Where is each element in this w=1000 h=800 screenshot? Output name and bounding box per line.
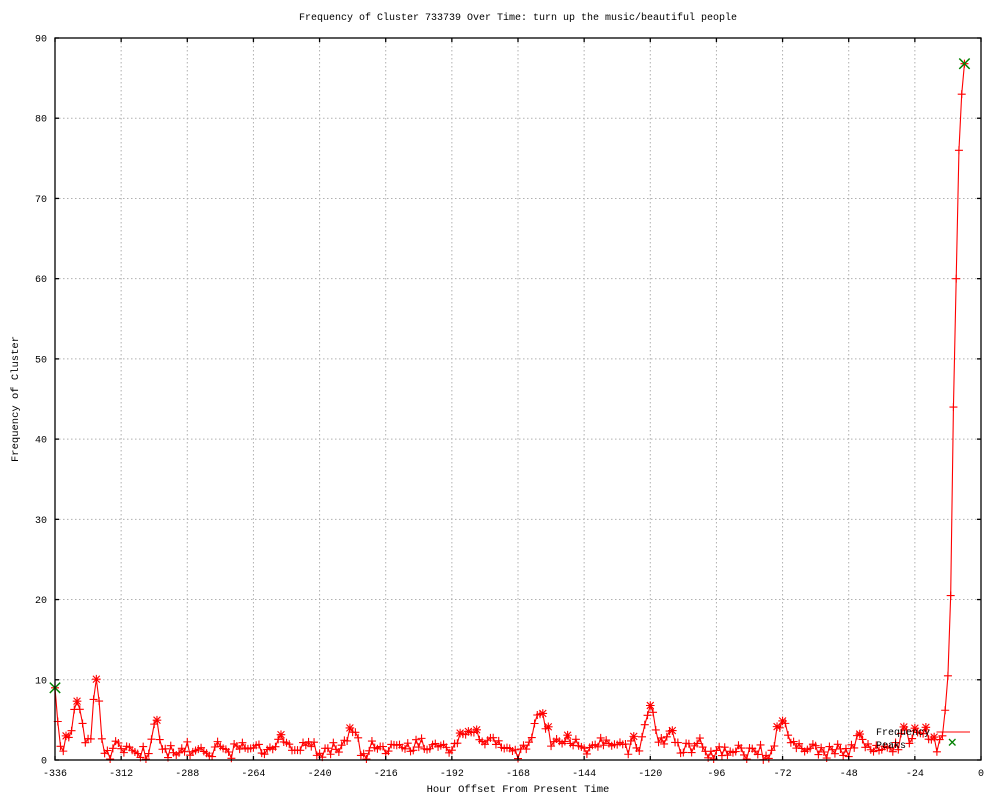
svg-text:-312: -312 <box>109 769 133 780</box>
svg-text:90: 90 <box>35 35 47 46</box>
svg-text:70: 70 <box>35 195 47 206</box>
svg-text:-240: -240 <box>308 769 332 780</box>
svg-text:60: 60 <box>35 275 47 286</box>
svg-text:-216: -216 <box>374 769 398 780</box>
svg-text:Frequency of Cluster: Frequency of Cluster <box>10 336 22 462</box>
svg-text:0: 0 <box>41 757 47 768</box>
svg-text:-120: -120 <box>638 769 662 780</box>
svg-text:-288: -288 <box>175 769 199 780</box>
svg-text:-96: -96 <box>707 769 725 780</box>
svg-text:20: 20 <box>35 596 47 607</box>
svg-text:-48: -48 <box>840 769 858 780</box>
svg-text:30: 30 <box>35 516 47 527</box>
svg-text:-168: -168 <box>506 769 530 780</box>
svg-text:50: 50 <box>35 355 47 366</box>
svg-text:-144: -144 <box>572 769 596 780</box>
svg-text:Frequency of Cluster 733739 Ov: Frequency of Cluster 733739 Over Time: t… <box>299 12 737 24</box>
svg-text:-72: -72 <box>774 769 792 780</box>
svg-text:0: 0 <box>978 769 984 780</box>
svg-text:-192: -192 <box>440 769 464 780</box>
svg-text:Peaks: Peaks <box>876 740 906 752</box>
svg-text:-336: -336 <box>43 769 67 780</box>
svg-text:40: 40 <box>35 436 47 447</box>
svg-text:Frequency: Frequency <box>876 728 930 739</box>
svg-text:-24: -24 <box>906 769 924 780</box>
svg-text:-264: -264 <box>241 769 265 780</box>
svg-text:Hour Offset From Present Time: Hour Offset From Present Time <box>427 784 610 796</box>
svg-text:10: 10 <box>35 676 47 687</box>
svg-text:80: 80 <box>35 115 47 126</box>
